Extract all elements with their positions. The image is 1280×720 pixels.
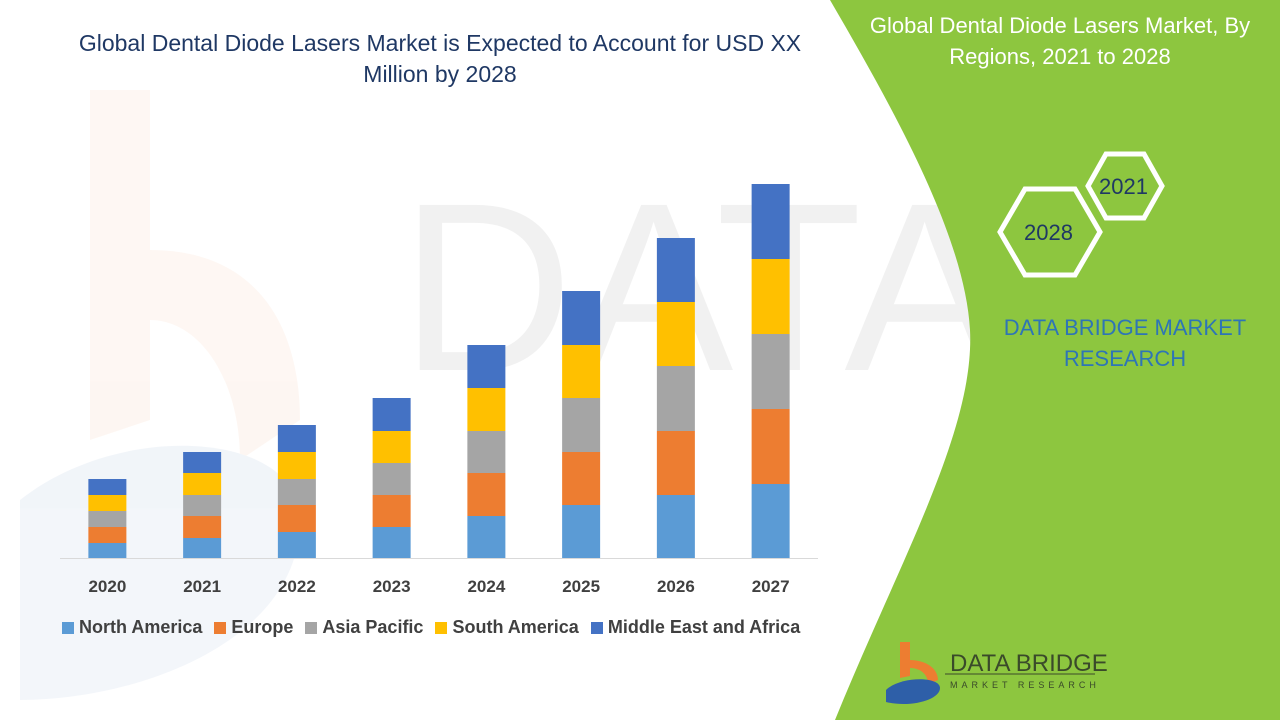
bar-segment-2020-south-america: [88, 495, 127, 511]
legend-item: South America: [435, 617, 579, 638]
legend-label: South America: [452, 617, 579, 637]
bar-segment-2025-asia-pacific: [562, 398, 601, 452]
legend-item: Asia Pacific: [305, 617, 423, 638]
legend-item: Middle East and Africa: [590, 617, 801, 638]
hexagon-2028: [997, 186, 1103, 278]
bar-segment-2024-south-america: [467, 388, 506, 431]
bar-segment-2021-middle-east-and-africa: [183, 452, 222, 473]
bar-segment-2027-south-america: [751, 259, 790, 334]
green-panel: [830, 0, 1280, 720]
bar-segment-2021-south-america: [183, 473, 222, 495]
bar-segment-2024-middle-east-and-africa: [467, 345, 506, 388]
legend-item: North America: [62, 617, 202, 638]
legend-swatch: [214, 621, 227, 634]
logo-subtext: MARKET RESEARCH: [950, 680, 1100, 690]
bar-segment-2022-middle-east-and-africa: [277, 425, 316, 452]
logo-text: DATA BRIDGE: [950, 650, 1108, 677]
bar-segment-2023-asia-pacific: [372, 463, 411, 495]
bar-segment-2021-asia-pacific: [183, 495, 222, 516]
legend-label: Europe: [231, 617, 294, 637]
bar-segment-2022-south-america: [277, 452, 316, 479]
bar-segment-2026-europe: [656, 431, 695, 495]
bar-segment-2025-south-america: [562, 345, 601, 398]
legend-swatch: [435, 621, 448, 634]
bar-segment-2021-north-america: [183, 538, 222, 558]
bar-segment-2024-north-america: [467, 516, 506, 558]
x-tick-label: 2027: [752, 577, 790, 596]
x-tick-label: 2023: [373, 577, 411, 596]
legend-label: North America: [79, 617, 203, 637]
bar-segment-2020-europe: [88, 527, 127, 543]
bar-segment-2026-south-america: [656, 302, 695, 366]
legend: North America Europe Asia Pacific South …: [62, 617, 800, 638]
bar-segment-2026-north-america: [656, 495, 695, 558]
stacked-bar-chart: 2020 2021 2022 2023 2024 2025 2026 2027: [60, 184, 818, 596]
bar-segment-2020-north-america: [88, 543, 127, 558]
bar-segment-2025-europe: [562, 452, 601, 505]
bar-segment-2023-south-america: [372, 431, 411, 463]
bar-segment-2024-europe: [467, 473, 506, 516]
bar-segment-2023-europe: [372, 495, 411, 527]
bar-segment-2023-middle-east-and-africa: [372, 398, 411, 431]
bar-segment-2025-north-america: [562, 505, 601, 558]
legend-label: Asia Pacific: [322, 617, 424, 637]
hex-year-2028: 2028: [1024, 220, 1073, 245]
hex-year-2021: 2021: [1099, 174, 1148, 199]
x-tick-label: 2022: [278, 577, 316, 596]
panel-title: Global Dental Diode Lasers Market, By Re…: [869, 13, 1251, 69]
x-tick-label: 2026: [657, 577, 695, 596]
bar-segment-2024-asia-pacific: [467, 431, 506, 473]
x-tick-label: 2024: [467, 577, 505, 596]
legend-label: Middle East and Africa: [607, 617, 801, 637]
bar-segment-2025-middle-east-and-africa: [562, 291, 601, 345]
x-tick-label: 2020: [88, 577, 126, 596]
legend-swatch: [62, 621, 74, 634]
legend-swatch: [305, 621, 318, 634]
bar-segment-2022-north-america: [277, 532, 316, 558]
hexagon-2021: [1085, 151, 1165, 221]
bar-segment-2021-europe: [183, 516, 222, 538]
bar-segment-2022-europe: [277, 505, 316, 532]
brand-text: DATA BRIDGE MARKET RESEARCH: [1003, 315, 1247, 371]
bar-segment-2023-north-america: [372, 527, 411, 558]
legend-swatch: [590, 621, 603, 634]
bar-segment-2027-north-america: [751, 484, 790, 558]
x-tick-label: 2021: [183, 577, 221, 596]
bar-segment-2022-asia-pacific: [277, 479, 316, 505]
bar-segment-2026-asia-pacific: [656, 366, 695, 431]
bar-segment-2020-middle-east-and-africa: [88, 479, 127, 495]
chart-title: Global Dental Diode Lasers Market is Exp…: [78, 30, 802, 87]
bar-segment-2027-europe: [751, 409, 790, 484]
logo-icon: [886, 642, 1095, 705]
bar-segment-2026-middle-east-and-africa: [656, 238, 695, 302]
bar-segment-2027-asia-pacific: [751, 334, 790, 409]
bar-segment-2027-middle-east-and-africa: [751, 184, 790, 259]
legend-item: Europe: [214, 617, 293, 638]
bar-segment-2020-asia-pacific: [88, 511, 127, 527]
x-tick-label: 2025: [562, 577, 600, 596]
